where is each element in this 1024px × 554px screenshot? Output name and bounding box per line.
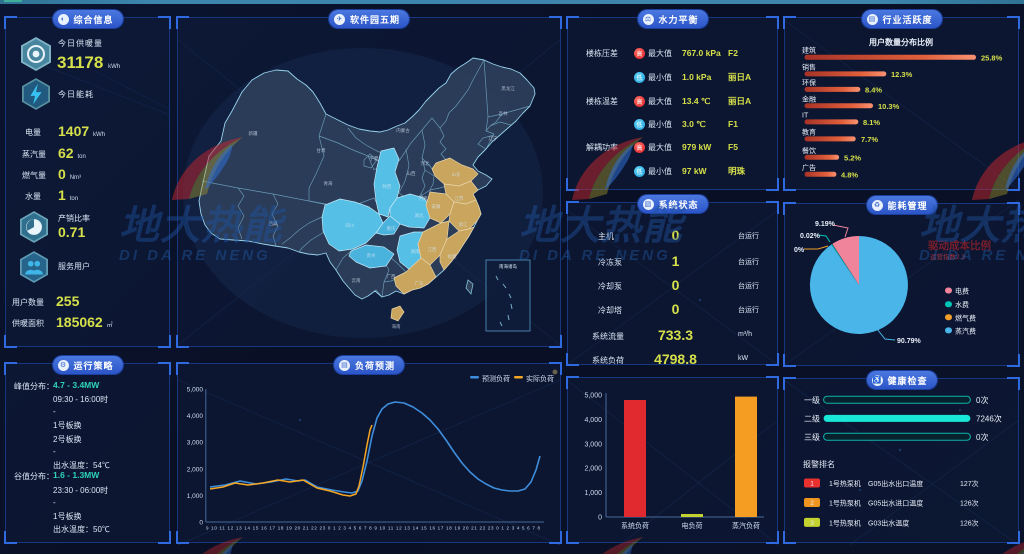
svg-text:三级: 三级 bbox=[804, 432, 820, 442]
svg-text:一级: 一级 bbox=[804, 395, 820, 405]
svg-text:辽宁: 辽宁 bbox=[489, 135, 498, 142]
svg-text:1号热泵机: 1号热泵机 bbox=[829, 518, 861, 527]
svg-text:安徽: 安徽 bbox=[432, 203, 441, 210]
svg-text:蒸汽费: 蒸汽费 bbox=[955, 326, 976, 335]
svg-text:西藏: 西藏 bbox=[269, 220, 278, 227]
svg-text:126次: 126次 bbox=[960, 518, 979, 527]
svg-text:实际负荷: 实际负荷 bbox=[526, 374, 554, 383]
svg-text:山西: 山西 bbox=[407, 170, 416, 177]
svg-text:宁夏: 宁夏 bbox=[370, 155, 379, 161]
svg-text:蒸汽负荷: 蒸汽负荷 bbox=[732, 521, 760, 530]
svg-text:餐饮: 餐饮 bbox=[802, 146, 816, 155]
svg-text:7246次: 7246次 bbox=[976, 414, 1002, 424]
svg-text:水费: 水费 bbox=[955, 300, 969, 309]
svg-text:二级: 二级 bbox=[804, 414, 820, 424]
svg-text:127次: 127次 bbox=[960, 479, 979, 488]
svg-text:5,000: 5,000 bbox=[584, 393, 602, 400]
svg-text:25.8%: 25.8% bbox=[981, 54, 1003, 63]
svg-text:8.1%: 8.1% bbox=[863, 118, 880, 127]
svg-text:南海诸岛: 南海诸岛 bbox=[499, 263, 517, 270]
svg-text:江西: 江西 bbox=[428, 246, 437, 253]
svg-text:广东: 广东 bbox=[415, 280, 424, 287]
svg-text:126次: 126次 bbox=[960, 499, 979, 508]
svg-text:山东: 山东 bbox=[452, 171, 461, 178]
svg-text:0次: 0次 bbox=[976, 432, 988, 442]
svg-text:吉林: 吉林 bbox=[499, 110, 508, 117]
svg-text:G03出水温度: G03出水温度 bbox=[868, 518, 909, 527]
svg-text:黑龙江: 黑龙江 bbox=[501, 85, 515, 92]
svg-text:0%: 0% bbox=[794, 247, 805, 254]
svg-text:4,000: 4,000 bbox=[187, 413, 204, 420]
svg-text:河南: 河南 bbox=[419, 195, 428, 201]
svg-text:2,000: 2,000 bbox=[187, 466, 204, 473]
svg-text:3: 3 bbox=[810, 520, 814, 527]
svg-text:海南: 海南 bbox=[392, 323, 401, 330]
svg-text:金融: 金融 bbox=[802, 95, 816, 104]
svg-text:12.3%: 12.3% bbox=[891, 70, 913, 79]
svg-text:燃气费: 燃气费 bbox=[955, 313, 976, 322]
svg-text:1: 1 bbox=[810, 481, 814, 488]
svg-text:广西: 广西 bbox=[387, 273, 396, 280]
svg-text:电费: 电费 bbox=[955, 287, 969, 296]
svg-text:贵州: 贵州 bbox=[367, 252, 376, 259]
svg-text:驱动成本比例: 驱动成本比例 bbox=[928, 239, 991, 252]
svg-text:9.19%: 9.19% bbox=[815, 221, 836, 228]
svg-text:4,000: 4,000 bbox=[584, 417, 602, 424]
svg-text:河北: 河北 bbox=[421, 160, 430, 167]
svg-text:销售: 销售 bbox=[802, 63, 816, 72]
svg-text:湖北: 湖北 bbox=[415, 212, 424, 219]
svg-text:2,000: 2,000 bbox=[584, 466, 602, 473]
svg-text:电负荷: 电负荷 bbox=[682, 521, 703, 530]
svg-text:陕西: 陕西 bbox=[383, 183, 392, 190]
svg-text:G05出水出口温度: G05出水出口温度 bbox=[868, 479, 923, 488]
svg-text:0次: 0次 bbox=[976, 395, 988, 405]
svg-text:运营指数2.3: 运营指数2.3 bbox=[930, 252, 965, 261]
svg-text:1,000: 1,000 bbox=[584, 490, 602, 497]
svg-text:福建: 福建 bbox=[448, 253, 457, 260]
svg-text:5.2%: 5.2% bbox=[844, 153, 861, 162]
svg-text:9 10 11 12 13 14 15 16 17 18 1: 9 10 11 12 13 14 15 16 17 18 19 20 21 22… bbox=[206, 526, 540, 531]
svg-text:5,000: 5,000 bbox=[187, 387, 204, 394]
svg-text:用户数量分布比例: 用户数量分布比例 bbox=[868, 37, 933, 47]
svg-text:云南: 云南 bbox=[352, 277, 361, 284]
svg-text:青海: 青海 bbox=[324, 180, 333, 187]
svg-text:广告: 广告 bbox=[802, 163, 816, 172]
svg-text:新疆: 新疆 bbox=[249, 130, 258, 137]
svg-text:7.7%: 7.7% bbox=[861, 135, 878, 144]
svg-text:湖南: 湖南 bbox=[411, 248, 420, 255]
svg-text:1号热泵机: 1号热泵机 bbox=[829, 499, 861, 508]
svg-text:建筑: 建筑 bbox=[802, 46, 816, 55]
svg-text:四川: 四川 bbox=[346, 223, 355, 228]
svg-text:浙江: 浙江 bbox=[459, 221, 468, 228]
svg-text:10.3%: 10.3% bbox=[878, 102, 900, 111]
svg-text:教育: 教育 bbox=[802, 128, 816, 137]
svg-text:内蒙古: 内蒙古 bbox=[396, 127, 410, 134]
svg-text:90.79%: 90.79% bbox=[897, 338, 922, 345]
svg-text:4.8%: 4.8% bbox=[841, 170, 858, 179]
svg-text:报警排名: 报警排名 bbox=[803, 459, 835, 469]
svg-text:甘肃: 甘肃 bbox=[317, 147, 326, 154]
svg-text:系统负荷: 系统负荷 bbox=[621, 521, 649, 530]
svg-text:1,000: 1,000 bbox=[187, 493, 204, 500]
svg-text:8.4%: 8.4% bbox=[865, 86, 882, 95]
svg-text:IT: IT bbox=[802, 113, 809, 120]
svg-text:环保: 环保 bbox=[802, 78, 816, 87]
svg-text:3,000: 3,000 bbox=[584, 441, 602, 448]
svg-text:江苏: 江苏 bbox=[455, 195, 464, 202]
svg-text:1号热泵机: 1号热泵机 bbox=[829, 479, 861, 488]
svg-text:0: 0 bbox=[598, 515, 602, 522]
svg-text:预测负荷: 预测负荷 bbox=[482, 374, 510, 383]
svg-text:重庆: 重庆 bbox=[387, 225, 396, 232]
svg-text:0: 0 bbox=[199, 520, 203, 527]
svg-text:3,000: 3,000 bbox=[187, 440, 204, 447]
svg-text:G05出水进口温度: G05出水进口温度 bbox=[868, 499, 923, 508]
svg-text:0.02%: 0.02% bbox=[800, 233, 821, 240]
svg-text:2: 2 bbox=[810, 500, 814, 507]
